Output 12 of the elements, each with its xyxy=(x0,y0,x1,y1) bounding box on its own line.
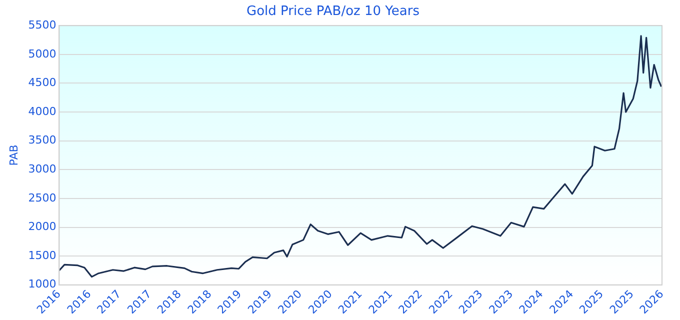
y-tick-label: 5500 xyxy=(28,18,56,32)
y-tick-label: 2500 xyxy=(28,191,56,204)
y-tick-label: 3000 xyxy=(28,162,56,176)
y-tick-label: 4000 xyxy=(28,104,56,118)
chart-title: Gold Price PAB/oz 10 Years xyxy=(246,4,420,20)
y-tick-label: 1000 xyxy=(28,278,56,291)
y-tick-label: 5000 xyxy=(28,47,56,60)
y-tick-label: 2000 xyxy=(28,220,56,234)
y-tick-label: 1500 xyxy=(28,248,56,262)
y-axis-title: PAB xyxy=(7,144,20,166)
y-tick-label: 3500 xyxy=(28,134,56,147)
y-tick-label: 4500 xyxy=(28,76,56,90)
